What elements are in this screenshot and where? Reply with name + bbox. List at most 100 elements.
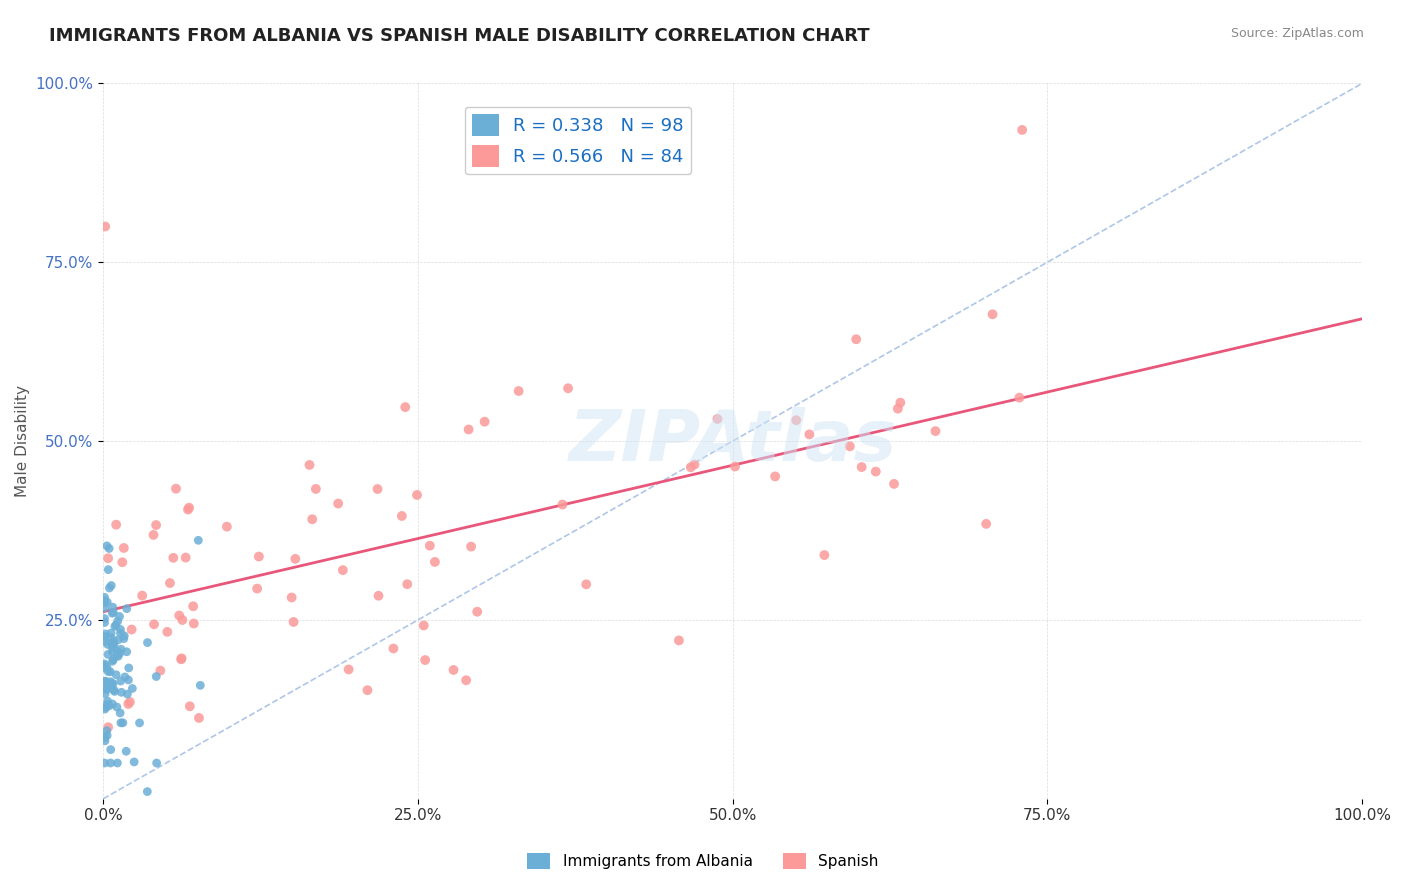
Spanish — [142, 528, 165, 542]
Immigrants from Albania — [94, 702, 117, 716]
Spanish — [280, 591, 302, 605]
Immigrants from Albania — [188, 678, 211, 692]
Spanish — [177, 502, 200, 516]
Immigrants from Albania — [145, 669, 167, 683]
Immigrants from Albania — [97, 648, 120, 662]
Spanish — [97, 551, 120, 566]
Immigrants from Albania — [105, 667, 128, 681]
Immigrants from Albania — [94, 687, 117, 701]
Immigrants from Albania — [115, 744, 138, 758]
Immigrants from Albania — [100, 578, 122, 592]
Spanish — [181, 599, 204, 614]
Spanish — [215, 519, 238, 533]
Immigrants from Albania — [93, 593, 115, 607]
Immigrants from Albania — [104, 619, 127, 633]
Spanish — [456, 673, 478, 688]
Spanish — [887, 401, 910, 416]
Immigrants from Albania — [93, 756, 115, 770]
Spanish — [679, 460, 702, 475]
Immigrants from Albania — [93, 634, 115, 648]
Immigrants from Albania — [94, 661, 117, 675]
Immigrants from Albania — [101, 606, 124, 620]
Immigrants from Albania — [96, 681, 118, 696]
Spanish — [97, 720, 120, 734]
Immigrants from Albania — [104, 618, 127, 632]
Immigrants from Albania — [107, 632, 129, 647]
Immigrants from Albania — [94, 731, 117, 745]
Immigrants from Albania — [117, 687, 139, 701]
Immigrants from Albania — [96, 659, 118, 673]
Immigrants from Albania — [107, 644, 129, 658]
Immigrants from Albania — [94, 700, 117, 714]
Immigrants from Albania — [93, 591, 115, 605]
Spanish — [177, 500, 200, 515]
Spanish — [145, 518, 167, 533]
Immigrants from Albania — [96, 698, 118, 712]
Immigrants from Albania — [94, 674, 117, 689]
Spanish — [706, 412, 728, 426]
Spanish — [865, 465, 887, 479]
Spanish — [1008, 391, 1031, 405]
Spanish — [165, 482, 187, 496]
Immigrants from Albania — [100, 742, 122, 756]
Spanish — [443, 663, 465, 677]
Spanish — [247, 549, 270, 564]
Immigrants from Albania — [101, 644, 124, 658]
Spanish — [785, 413, 807, 427]
Spanish — [170, 651, 193, 665]
Immigrants from Albania — [110, 626, 132, 640]
Immigrants from Albania — [96, 539, 118, 553]
Spanish — [367, 589, 389, 603]
Immigrants from Albania — [112, 632, 135, 646]
Immigrants from Albania — [100, 636, 122, 650]
Spanish — [924, 424, 946, 438]
Legend: Immigrants from Albania, Spanish: Immigrants from Albania, Spanish — [522, 847, 884, 875]
Spanish — [382, 641, 405, 656]
Immigrants from Albania — [97, 563, 120, 577]
Immigrants from Albania — [114, 670, 136, 684]
Immigrants from Albania — [103, 606, 125, 620]
Spanish — [298, 458, 321, 472]
Immigrants from Albania — [110, 715, 132, 730]
Immigrants from Albania — [101, 654, 124, 668]
Immigrants from Albania — [110, 623, 132, 637]
Spanish — [406, 488, 429, 502]
Immigrants from Albania — [110, 685, 132, 699]
Immigrants from Albania — [103, 684, 125, 698]
Text: ZIPAtlas: ZIPAtlas — [568, 407, 897, 475]
Spanish — [813, 548, 835, 562]
Immigrants from Albania — [100, 626, 122, 640]
Spanish — [111, 555, 134, 569]
Spanish — [143, 617, 166, 632]
Immigrants from Albania — [93, 674, 115, 689]
Spanish — [838, 439, 860, 453]
Spanish — [763, 469, 786, 483]
Immigrants from Albania — [105, 648, 128, 662]
Immigrants from Albania — [93, 615, 115, 630]
Spanish — [883, 476, 905, 491]
Immigrants from Albania — [93, 658, 115, 673]
Immigrants from Albania — [93, 600, 115, 615]
Spanish — [112, 541, 135, 555]
Spanish — [301, 512, 323, 526]
Immigrants from Albania — [117, 673, 139, 687]
Immigrants from Albania — [103, 682, 125, 697]
Spanish — [799, 427, 821, 442]
Spanish — [419, 539, 441, 553]
Immigrants from Albania — [96, 682, 118, 697]
Spanish — [332, 563, 354, 577]
Legend: R = 0.338   N = 98, R = 0.566   N = 84: R = 0.338 N = 98, R = 0.566 N = 84 — [465, 107, 692, 174]
Spanish — [889, 395, 911, 409]
Immigrants from Albania — [101, 600, 124, 615]
Immigrants from Albania — [93, 595, 115, 609]
Y-axis label: Male Disability: Male Disability — [15, 385, 30, 497]
Spanish — [179, 699, 201, 714]
Immigrants from Albania — [121, 681, 143, 696]
Immigrants from Albania — [136, 784, 159, 798]
Immigrants from Albania — [128, 715, 150, 730]
Spanish — [149, 664, 172, 678]
Immigrants from Albania — [108, 646, 131, 660]
Spanish — [683, 458, 706, 472]
Immigrants from Albania — [115, 601, 138, 615]
Spanish — [396, 577, 419, 591]
